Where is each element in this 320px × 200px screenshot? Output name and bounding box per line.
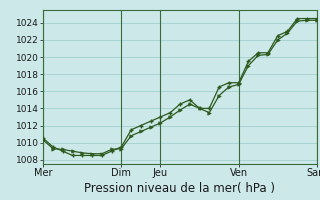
X-axis label: Pression niveau de la mer( hPa ): Pression niveau de la mer( hPa ) — [84, 182, 276, 195]
